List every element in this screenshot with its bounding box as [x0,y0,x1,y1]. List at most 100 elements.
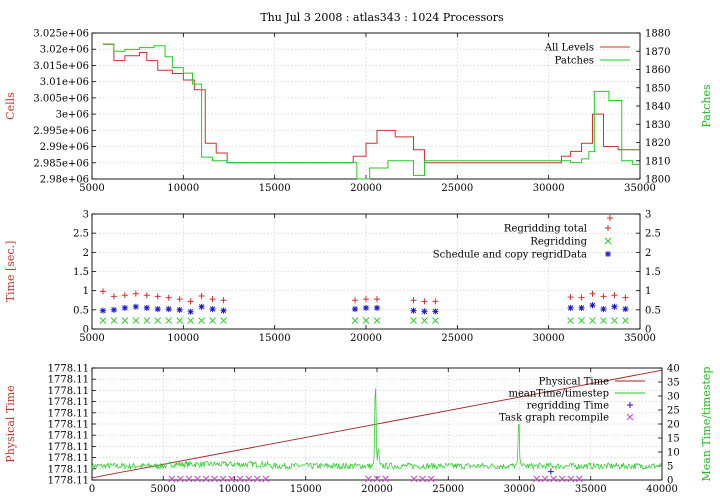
data-point-regridding-total [187,298,194,305]
data-point-schedule-and-copy-regriddata [154,306,161,313]
x-tick-label: 35000 [624,333,656,344]
data-point-regridding-total [143,292,150,299]
y2-tick-label: 1860 [645,65,670,76]
data-point-schedule-and-copy-regriddata [110,306,117,313]
x-tick-label: 5000 [79,333,104,344]
data-point-schedule-and-copy-regriddata [165,306,172,313]
data-point-regridding-total [578,294,585,301]
y-tick-label: 3e+06 [56,110,89,121]
data-point-regridding-total [121,292,128,299]
data-point-schedule-and-copy-regriddata [611,303,618,310]
y-tick-label: 2.5 [73,229,89,240]
y-tick-label: 1778.11 [48,420,89,431]
data-point-regridding [110,317,118,324]
x-tick-label: 15000 [259,183,291,194]
legend-label: Patches [555,56,594,67]
x-tick-label: 30000 [504,484,536,495]
series-line-patches [102,43,640,180]
data-point-schedule-and-copy-regriddata [589,302,596,309]
data-point-regridding [611,317,618,324]
data-point-regridding-total [132,290,139,297]
data-point-regridding-total [198,293,205,300]
x-tick-label: 25000 [441,183,473,194]
data-point-task-graph-recompile [567,475,575,483]
data-point-task-graph-recompile [550,475,558,483]
y2-tick-label: 10 [667,448,680,459]
x-tick-label: 20000 [350,333,382,344]
y-tick-label: 1778.11 [48,476,89,487]
data-point-regridding-total [110,293,117,300]
y2-tick-label: 3 [645,210,651,221]
series-line-mean-time-per-timestep [91,388,663,471]
y-tick-label: 0 [83,325,89,336]
data-point-schedule-and-copy-regriddata [600,306,607,313]
y-tick-label: 1.5 [73,267,89,278]
data-point-regridding-total [421,298,428,305]
data-point-task-graph-recompile [219,475,227,483]
data-point-regridding [143,317,151,324]
y-tick-label: 1778.11 [48,431,89,442]
data-point-regridding [165,317,173,324]
legend-label: Schedule and copy regridData [433,250,587,261]
y-tick-label: 2.985e+06 [33,158,89,169]
data-point-task-graph-recompile [236,475,244,483]
x-tick-label: 25000 [432,484,464,495]
y2-tick-label: 1 [645,286,651,297]
data-point-regridding [132,317,140,324]
y2-tick-label: 1800 [645,175,670,186]
data-point-task-graph-recompile [185,475,193,483]
legend-label: Regridding total [504,224,587,235]
data-point-regridding [432,317,439,324]
legend-marker [627,402,633,408]
data-point-regridding-total [352,297,359,304]
y2-tick-label: 30 [667,392,680,403]
data-point-regridding [99,317,107,324]
data-point-task-graph-recompile [168,475,176,483]
y2-tick-label: 1850 [645,83,670,94]
panel-regridding-time: 5000 10000 15000 20000 25000 30000 3500000.511… [4,210,661,345]
data-point-schedule-and-copy-regriddata [187,308,194,315]
data-point-task-graph-recompile [211,475,218,483]
data-point-regridding-total [567,294,574,301]
x-tick-label: 30000 [533,333,565,344]
data-point-regridding-total [154,293,161,300]
legend-label: All Levels [544,43,594,54]
data-point-task-graph-recompile [245,475,253,483]
x-tick-label: 0 [89,484,95,495]
data-point-regridding-total [410,297,417,304]
data-point-schedule-and-copy-regriddata [622,306,629,313]
x-tick-label: 35000 [575,484,607,495]
y2-tick-label: 1840 [645,102,670,113]
y2-tick-label: 2 [645,248,651,259]
data-point-regridding [410,317,417,324]
y2-tick-label: 0.5 [645,305,661,316]
legend-label: regridding Time [527,401,609,412]
data-point-task-graph-recompile [202,475,210,483]
x-tick-label: 40000 [646,484,678,495]
y-axis-label: Cells [4,92,17,120]
y-tick-label: 3.02e+06 [40,45,89,56]
y2-tick-label: 1820 [645,138,670,149]
y2-tick-label: 20 [667,420,680,431]
y2-tick-label: 1830 [645,120,670,131]
y-tick-label: 0.5 [73,305,89,316]
y-tick-label: 1778.11 [48,442,89,453]
data-point-task-graph-recompile [365,475,372,483]
data-point-regridding [198,317,205,324]
data-point-regridding-total [607,215,613,221]
data-point-regridding [154,317,162,324]
data-point-task-graph-recompile [262,475,270,483]
y2-tick-label: 0 [667,476,673,487]
data-point-regridding-total [600,293,607,300]
data-point-task-graph-recompile [533,475,540,483]
figure-title: Thu Jul 3 2008 : atlas343 : 1024 Process… [260,11,504,24]
x-tick-label: 10000 [219,484,251,495]
y-tick-label: 1 [83,286,89,297]
data-point-task-graph-recompile [427,475,435,483]
data-point-regridding-total [611,292,618,299]
y2-tick-label: 0 [645,325,651,336]
data-point-schedule-and-copy-regriddata [99,307,106,314]
data-point-regridding [421,317,428,324]
y-tick-label: 1778.11 [48,386,89,397]
data-point-regridding [187,317,194,324]
